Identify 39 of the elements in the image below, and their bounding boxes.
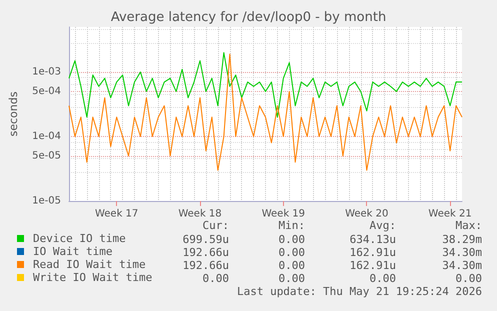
line-series — [68, 54, 462, 171]
text: 162.91u — [350, 246, 396, 259]
legend-label: Device IO time — [33, 232, 126, 245]
text: 0.00 — [202, 272, 229, 285]
text: 34.30m — [442, 246, 482, 259]
text: 0.00 — [278, 272, 305, 285]
legend-label: Read IO Wait time — [33, 258, 146, 271]
legend-label: Write IO Wait time — [33, 271, 152, 284]
x-tick-label: Week 20 — [345, 208, 388, 220]
x-tick-label: Week 19 — [262, 208, 306, 220]
text: Last update: Thu May 21 19:25:24 2026 — [236, 285, 482, 298]
text: 699.59u — [182, 233, 229, 246]
y-tick-label: 1e-03 — [32, 66, 61, 78]
y-tick-label: 1e-05 — [32, 196, 61, 206]
text: 38.29m — [442, 233, 482, 246]
text: 0.00 — [278, 246, 305, 259]
text: 0.00 — [370, 272, 396, 285]
legend-label: IO Wait time — [33, 245, 112, 258]
text: 192.66u — [182, 259, 229, 272]
text: 192.66u — [182, 246, 229, 259]
text: 634.13u — [350, 233, 396, 246]
y-tick-label: 5e-05 — [32, 150, 61, 162]
text: 162.91u — [350, 259, 396, 272]
text: Max: — [456, 219, 482, 232]
x-tick-label: Week 18 — [178, 208, 222, 220]
text: 0.00 — [456, 272, 482, 285]
y-tick-label: 5e-04 — [32, 86, 61, 97]
line-series — [68, 52, 462, 118]
text: Avg: — [370, 219, 396, 232]
y-axis-title: seconds — [7, 91, 20, 136]
text: 0.00 — [278, 233, 305, 246]
x-tick-label: Week 21 — [428, 208, 472, 220]
x-tick-label: Week 17 — [94, 208, 138, 220]
chart-title: Average latency for /dev/loop0 - by month — [110, 10, 386, 25]
text: 0.00 — [278, 259, 305, 272]
text: Min: — [278, 219, 305, 232]
text: Cur: — [202, 219, 229, 232]
y-tick-label: 1e-04 — [32, 131, 61, 142]
text: 34.30m — [442, 259, 482, 272]
